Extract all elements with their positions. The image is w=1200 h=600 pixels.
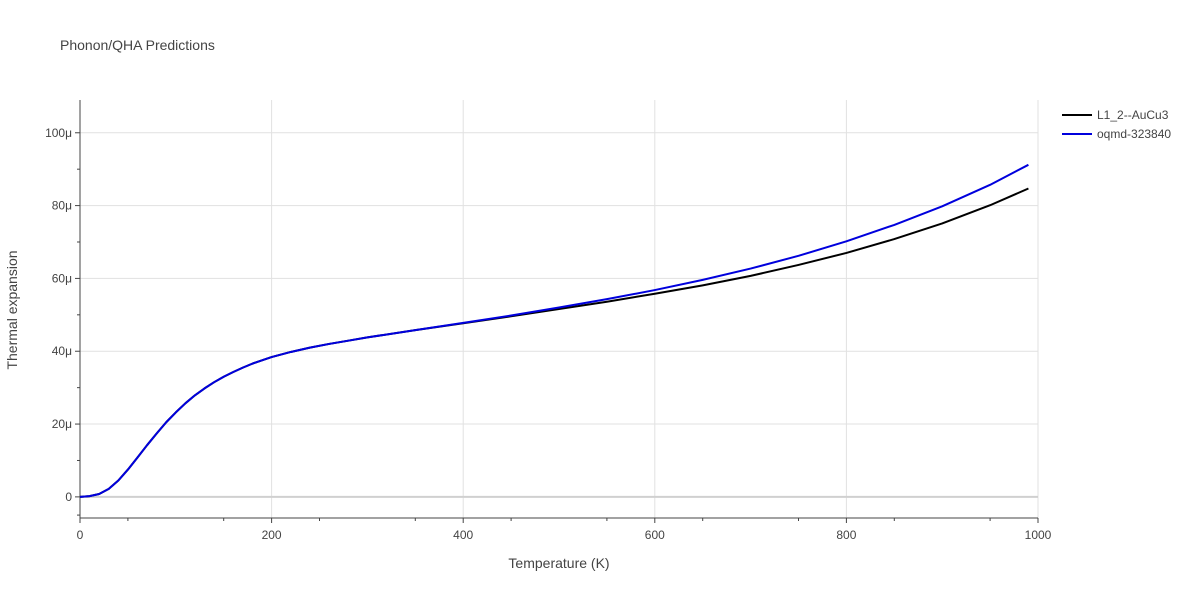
series-line-2[interactable]	[79, 163, 1029, 498]
y-tick-label: 100μ	[45, 126, 72, 140]
legend-label: oqmd-323840	[1097, 127, 1171, 141]
x-tick-label: 400	[453, 528, 473, 542]
y-tick-label: 60μ	[52, 271, 72, 285]
axes-layer: 0 200 400 600 800 1000 0 20μ 40μ 60μ 80μ 100μ	[45, 100, 1052, 542]
legend-label: L1_2--AuCu3	[1097, 108, 1169, 122]
x-tick-label: 0	[77, 528, 84, 542]
y-tick-label: 80μ	[52, 199, 72, 213]
x-axis-title: Temperature (K)	[508, 555, 609, 571]
legend[interactable]: L1_2--AuCu3 oqmd-323840	[1062, 108, 1171, 141]
y-tick-label: 40μ	[52, 344, 72, 358]
legend-item[interactable]: L1_2--AuCu3	[1062, 108, 1169, 122]
x-tick-label: 1000	[1025, 528, 1052, 542]
y-tick-label: 0	[65, 490, 72, 504]
grid-layer	[80, 100, 1039, 518]
series-line-1[interactable]	[79, 187, 1029, 498]
x-tick-label: 800	[836, 528, 856, 542]
y-tick-label: 20μ	[52, 417, 72, 431]
x-tick-label: 600	[645, 528, 665, 542]
legend-item[interactable]: oqmd-323840	[1062, 127, 1171, 141]
series-layer	[79, 163, 1029, 498]
x-tick-label: 200	[262, 528, 282, 542]
chart-title: Phonon/QHA Predictions	[60, 37, 215, 53]
y-axis-title: Thermal expansion	[4, 250, 20, 369]
